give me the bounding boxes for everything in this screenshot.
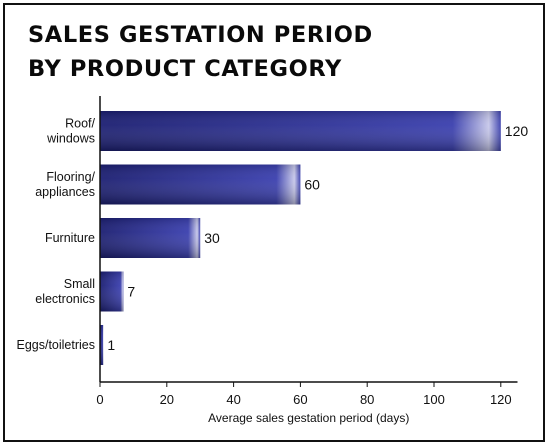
x-tick-label-6: 120 — [490, 392, 512, 407]
x-axis-label: Average sales gestation period (days) — [208, 411, 409, 425]
chart-title-line-1: SALES GESTATION PERIOD — [28, 22, 373, 48]
x-tick-label-0: 0 — [96, 392, 103, 407]
value-label-1: 60 — [304, 177, 320, 193]
category-label-0-1: windows — [46, 132, 95, 146]
bar-shade-4 — [100, 325, 104, 365]
x-tick-label-2: 40 — [226, 392, 240, 407]
value-label-3: 7 — [127, 284, 135, 300]
category-label-3-0: Small — [64, 277, 95, 291]
bar-shade-3 — [100, 271, 124, 312]
chart-frame — [3, 3, 545, 442]
category-label-1-0: Flooring/ — [46, 170, 95, 184]
bar-shade-2 — [100, 218, 201, 258]
category-label-1-1: appliances — [35, 185, 95, 199]
value-label-4: 1 — [107, 337, 115, 353]
bar-shade-0 — [100, 111, 501, 151]
category-label-3-1: electronics — [35, 292, 95, 306]
x-tick-label-1: 20 — [160, 392, 174, 407]
chart-title-line-2: BY PRODUCT CATEGORY — [28, 56, 342, 82]
x-tick-label-5: 100 — [423, 392, 445, 407]
bar-shade-1 — [100, 164, 301, 205]
value-label-0: 120 — [505, 123, 529, 139]
category-label-2-0: Furniture — [45, 231, 95, 245]
x-tick-label-4: 80 — [360, 392, 374, 407]
value-label-2: 30 — [204, 230, 220, 246]
x-tick-label-3: 60 — [293, 392, 307, 407]
category-label-4-0: Eggs/toiletries — [16, 338, 95, 352]
category-label-0-0: Roof/ — [65, 117, 95, 131]
